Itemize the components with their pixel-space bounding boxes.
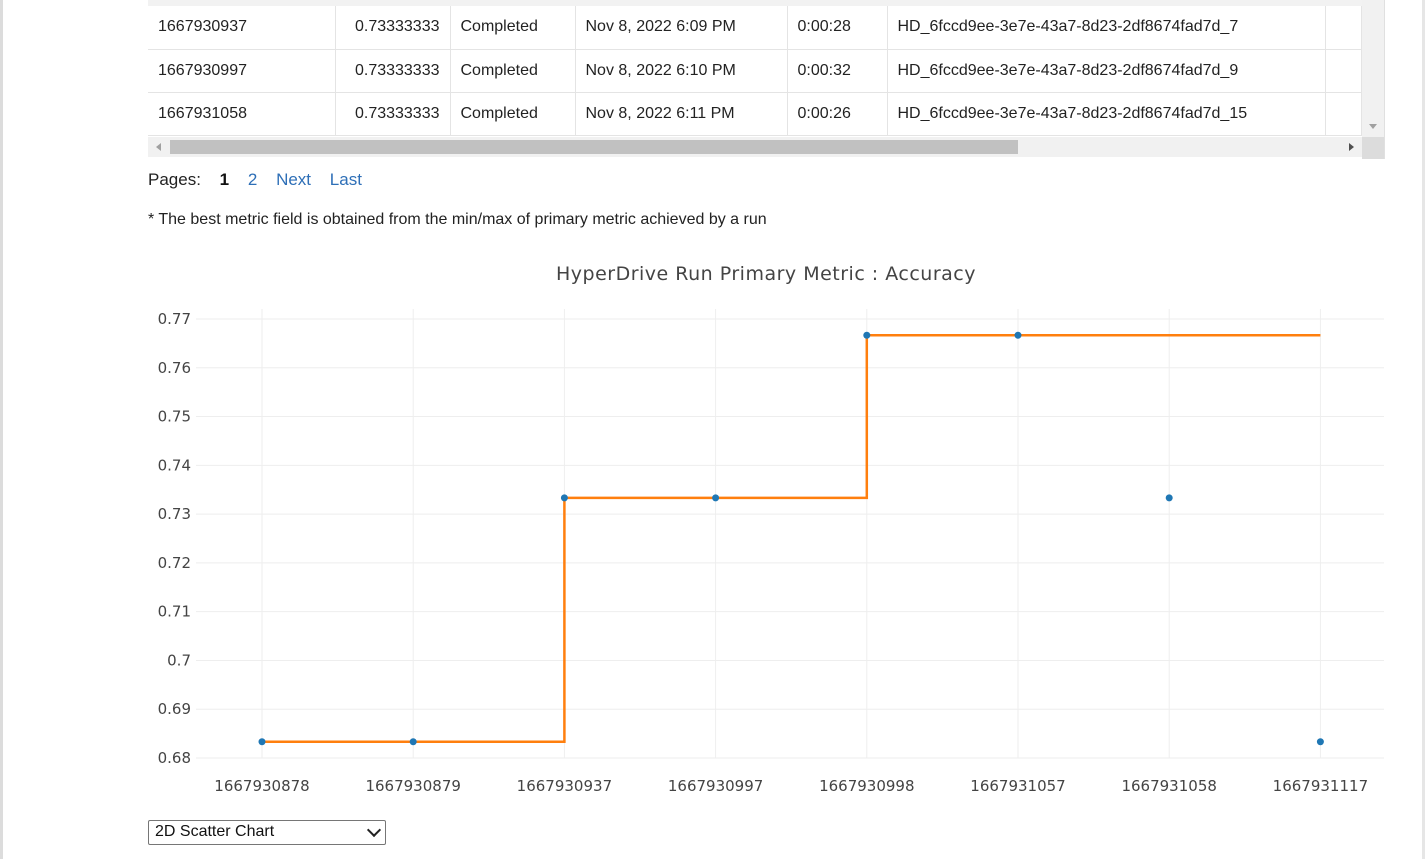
runs-table-container: 1667930937 0.73333333 Completed Nov 8, 2022… [148,0,1385,159]
scroll-down-arrow-icon[interactable] [1369,124,1377,129]
cell-best-metric: 0.73333333 [335,49,451,93]
table-header-edge [148,0,1362,6]
y-tick-label: 0.74 [158,456,191,474]
scroll-right-arrow-icon[interactable] [1349,143,1354,151]
cell-duration: 0:00:28 [787,6,888,50]
cell-duration: 0:00:32 [787,49,888,93]
cell-best-metric: 0.73333333 [335,92,451,136]
scatter-point [258,738,266,746]
pagination-next-link[interactable]: Next [276,170,312,189]
cell-run-number: 1667930997 [148,49,336,93]
scatter-point [1014,331,1022,339]
table-row[interactable]: 1667931058 0.73333333 Completed Nov 8, 2022… [148,92,1362,136]
cell-empty [1325,6,1362,50]
cell-duration: 0:00:26 [787,92,888,136]
scrollbar-thumb[interactable] [170,140,1018,154]
y-tick-label: 0.77 [158,310,191,328]
chart-type-selected-value: 2D Scatter Chart [155,823,275,840]
pagination-last-link[interactable]: Last [329,170,362,189]
scatter-point [712,494,720,502]
y-tick-label: 0.71 [158,603,191,621]
cell-best-metric: 0.73333333 [335,6,451,50]
scatter-point [863,331,871,339]
table-horizontal-scrollbar[interactable] [148,137,1362,157]
table-vertical-scrollbar[interactable] [1362,0,1384,137]
chevron-down-icon [366,822,382,838]
cell-status: Completed [450,49,576,93]
y-tick-label: 0.68 [158,749,191,767]
x-tick-label: 1667930997 [668,777,763,795]
cell-empty [1325,49,1362,93]
cell-run-number: 1667931058 [148,92,336,136]
table-row[interactable]: 1667930937 0.73333333 Completed Nov 8, 2022… [148,6,1362,50]
x-tick-label: 1667930937 [517,777,612,795]
scroll-left-arrow-icon[interactable] [156,143,161,151]
pagination: Pages: 1 2 Next Last [148,170,376,190]
cell-run-id: HD_6fccd9ee-3e7e-43a7-8d23-2df8674fad7d_… [887,92,1326,136]
scatter-point [1165,494,1173,502]
best-metric-note: * The best metric field is obtained from… [148,211,767,228]
pagination-label: Pages: [148,170,201,189]
x-tick-label: 1667930998 [819,777,914,795]
y-tick-label: 0.73 [158,505,191,523]
y-tick-label: 0.7 [167,651,191,669]
scrollbar-corner [1362,137,1384,159]
x-tick-label: 1667931057 [970,777,1065,795]
x-tick-label: 1667930879 [365,777,460,795]
chart-title: HyperDrive Run Primary Metric : Accuracy [555,263,976,285]
table-row[interactable]: 1667930997 0.73333333 Completed Nov 8, 2022… [148,49,1362,93]
x-tick-label: 1667931058 [1121,777,1216,795]
scatter-point [1316,738,1324,746]
cell-run-number: 1667930937 [148,6,336,50]
x-tick-label: 1667931117 [1273,777,1368,795]
cell-started: Nov 8, 2022 6:10 PM [575,49,788,93]
scatter-point [409,738,417,746]
y-tick-label: 0.72 [158,554,191,572]
scatter-point [560,494,568,502]
runs-table: 1667930937 0.73333333 Completed Nov 8, 2022… [148,6,1362,136]
page-left-border [0,0,3,859]
pagination-current-page: 1 [219,170,230,189]
x-tick-label: 1667930878 [214,777,309,795]
cell-empty [1325,92,1362,136]
cell-status: Completed [450,6,576,50]
cell-run-id: HD_6fccd9ee-3e7e-43a7-8d23-2df8674fad7d_… [887,6,1326,50]
y-tick-label: 0.75 [158,408,191,426]
cell-status: Completed [450,92,576,136]
y-tick-label: 0.76 [158,359,191,377]
best-metric-step-line [262,334,1321,743]
cell-started: Nov 8, 2022 6:09 PM [575,6,788,50]
cell-started: Nov 8, 2022 6:11 PM [575,92,788,136]
pagination-page-2-link[interactable]: 2 [247,170,258,189]
cell-run-id: HD_6fccd9ee-3e7e-43a7-8d23-2df8674fad7d_… [887,49,1326,93]
page-right-border [1422,0,1425,859]
y-tick-label: 0.69 [158,700,191,718]
chart-type-select[interactable]: 2D Scatter Chart [148,820,386,845]
